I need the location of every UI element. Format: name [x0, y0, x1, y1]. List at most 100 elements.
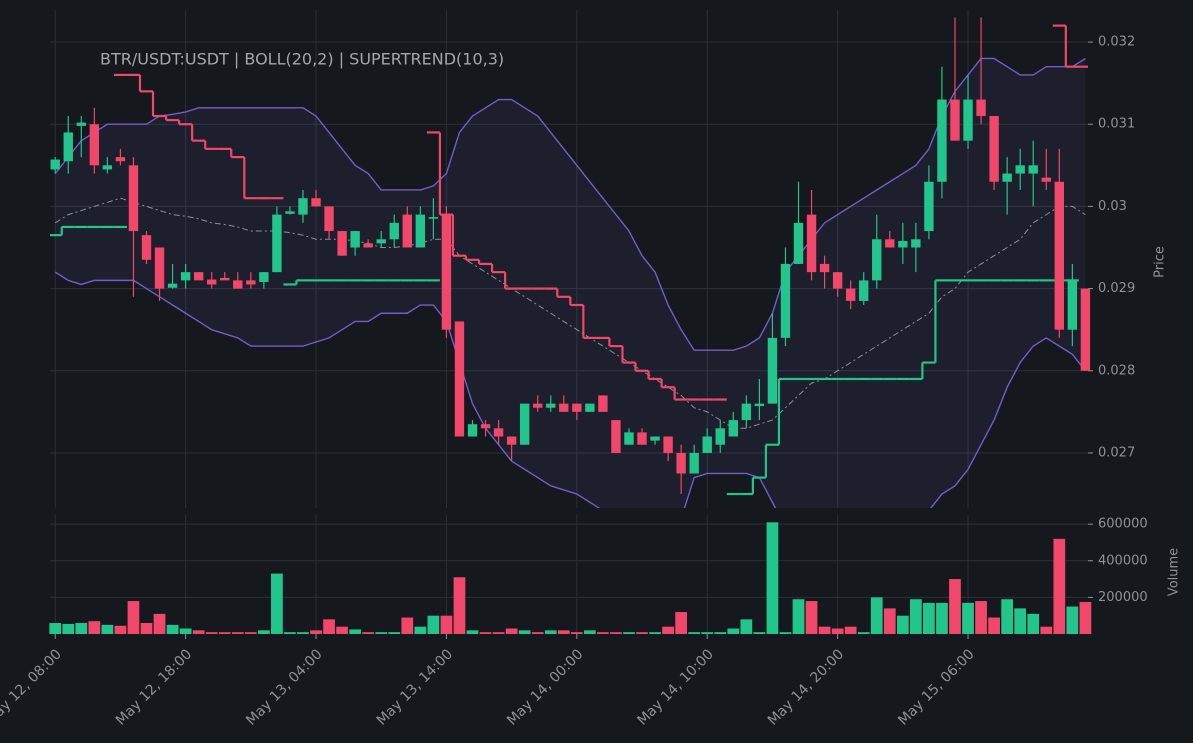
candle-body [819, 263, 830, 273]
y-tick-label: 200000 [1098, 590, 1148, 605]
candle-body [233, 280, 243, 289]
volume-bar [1040, 626, 1053, 634]
bollinger-middle [54, 197, 1086, 429]
y-tick-label: 400000 [1098, 553, 1148, 568]
volume-bar [688, 632, 701, 634]
candle-body [415, 214, 426, 248]
candle-body [976, 99, 986, 117]
volume-bar [570, 632, 583, 634]
x-tick-label: May 13, 04:00 [243, 646, 325, 728]
y-tick-label: 0.028 [1098, 363, 1135, 378]
volume-bar [1027, 613, 1040, 634]
candle-body [637, 432, 647, 445]
volume-bar [492, 632, 505, 634]
candle-body [402, 214, 412, 248]
volume-bar [114, 625, 127, 634]
x-tick-label: May 15, 06:00 [895, 646, 977, 728]
volume-bar [140, 623, 153, 634]
volume-bar [349, 629, 362, 634]
volume-bar [1001, 599, 1014, 634]
volume-bar [257, 630, 270, 634]
candle-body [167, 283, 178, 288]
candle-body [389, 222, 399, 240]
volume-bar [505, 628, 518, 634]
candle-body [441, 214, 452, 330]
chart-title: BTR/USDT:USDT | BOLL(20,2) | SUPERTREND(… [100, 50, 504, 69]
candle-body [1002, 173, 1012, 182]
volume-bar [662, 626, 674, 634]
volume-bar [192, 630, 205, 634]
volume-bar [531, 632, 544, 634]
candle-body [454, 321, 465, 437]
volume-bar [297, 632, 309, 634]
candle-body [624, 432, 634, 445]
x-tick-label: May 14, 10:00 [635, 646, 717, 728]
candle-body [546, 403, 556, 408]
volume-bar [936, 602, 948, 634]
x-tick-label: May 14, 20:00 [765, 646, 847, 728]
candle-body [767, 337, 778, 404]
volume-bar [127, 601, 140, 634]
volume-bar [1079, 601, 1092, 634]
x-tick-label: May 13, 14:00 [374, 646, 456, 728]
volume-bar [49, 623, 62, 634]
volume-bar [779, 632, 792, 634]
volume-bar [975, 601, 987, 634]
candle-body [89, 124, 100, 166]
candle-body [102, 165, 113, 170]
volume-bar [610, 632, 622, 634]
volume-bar [583, 630, 596, 634]
candle-body [154, 247, 165, 289]
candle-body [533, 403, 543, 408]
volume-bar [284, 632, 296, 634]
candle-body [559, 403, 569, 412]
candle-body [376, 239, 386, 244]
candle-body [246, 280, 256, 285]
candle-body [598, 395, 608, 412]
candle-body [76, 122, 86, 126]
candle-body [806, 214, 817, 273]
candle-body [754, 403, 765, 407]
candle-body [676, 452, 686, 474]
candle-body [924, 181, 934, 232]
y-tick-label: 0.029 [1098, 281, 1135, 296]
candle-body [702, 436, 712, 453]
x-tick-label: May 14, 00:00 [504, 646, 586, 728]
volume-bar [427, 615, 440, 634]
volume-bar [453, 577, 466, 634]
candle-body [937, 99, 947, 182]
candle-body [898, 240, 908, 248]
candle-body [272, 214, 282, 273]
volume-bar [75, 623, 88, 634]
volume-bar [440, 615, 453, 634]
y-axis-label: Price [1153, 246, 1168, 278]
candle-body [780, 263, 791, 338]
volume-bar [323, 619, 335, 634]
volume-bar [923, 602, 935, 634]
volume-bar [466, 630, 479, 634]
volume-bar [518, 630, 531, 634]
volume-bar [910, 599, 922, 634]
candle-body [611, 420, 621, 453]
candle-body [650, 436, 660, 441]
volume-bar [310, 630, 322, 634]
volume-bar [649, 632, 661, 634]
candle-body [298, 198, 308, 215]
candle-body [1028, 165, 1038, 174]
volume-bar [949, 579, 961, 634]
volume-bar [988, 617, 1000, 634]
candle-body [1054, 181, 1065, 330]
candle-body [193, 272, 204, 281]
volume-bar [401, 617, 414, 634]
candle-body [1080, 288, 1091, 371]
volume-bar [244, 632, 257, 634]
candle-body [128, 165, 139, 232]
bollinger-lower [54, 271, 1086, 508]
candle-body [467, 424, 478, 437]
candle-body [1015, 165, 1025, 174]
volume-bar [675, 612, 688, 634]
volume-bar [166, 624, 179, 634]
candle-body [350, 231, 360, 248]
